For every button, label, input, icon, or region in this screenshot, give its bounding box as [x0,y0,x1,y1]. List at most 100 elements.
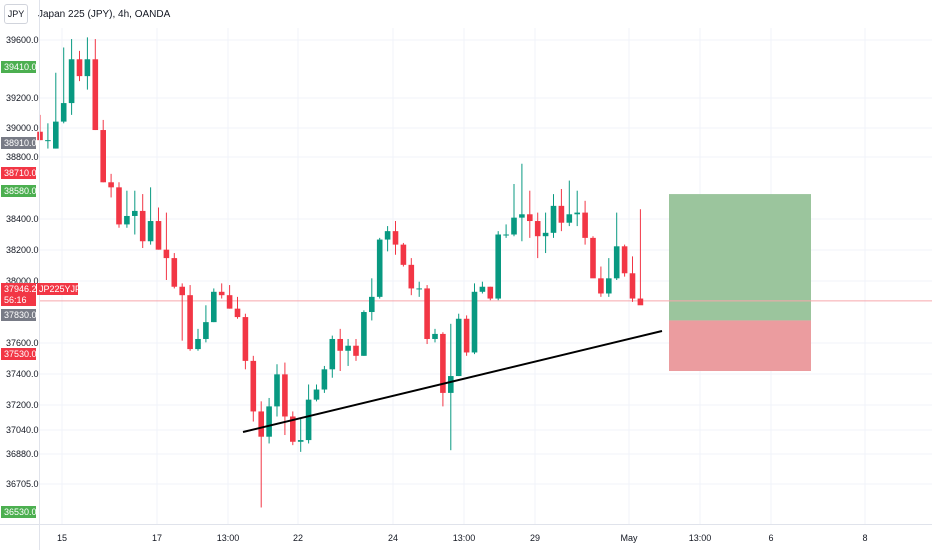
candle-body [124,215,130,225]
candle [416,281,422,297]
candle [203,305,209,343]
candle [527,190,533,238]
y-tick-label: 39200.0 [6,93,39,103]
price-label-text: 38580.0 [4,186,37,196]
candle-body [297,440,304,442]
trendline-layer [242,330,663,433]
candle-body [226,295,233,309]
candle [376,237,383,299]
target-zone [669,194,811,321]
price-label-box [1,185,36,197]
candle [337,328,343,371]
candle [487,286,494,301]
trendline [242,330,663,433]
candle [297,418,304,452]
candle-body [558,205,565,223]
candle-body [448,376,454,393]
candle-body [503,234,509,236]
candle [179,283,185,341]
price-label: 38580.0 [1,185,37,197]
candle [329,335,336,378]
candle-body [155,221,162,250]
price-label-text: 36530.0 [4,507,37,517]
candle-body [440,333,446,393]
candle [369,278,375,321]
candle-body [384,231,391,240]
price-label-text: 37946.2 [4,284,37,294]
candle [629,256,636,302]
candle [511,183,517,237]
price-label-box [1,167,36,179]
candle [590,236,596,279]
position-zones [40,194,932,371]
y-tick-label: 38200.0 [6,245,39,255]
candle [155,207,162,250]
candles [37,37,644,508]
price-label-text: 56:16 [4,295,27,305]
y-tick-label: 37200.0 [6,400,39,410]
candle-body [305,399,312,441]
candle [195,328,201,351]
candle [479,281,486,294]
price-label: 38710.0 [1,167,37,179]
candle [534,212,541,259]
candle [542,212,549,254]
candle-body [519,214,525,218]
y-tick-label: 36705.0 [6,479,39,489]
candle [84,37,91,90]
x-tick-label: 17 [152,533,162,543]
candle [321,365,328,393]
candle-body [471,291,478,353]
candle-body [369,296,375,313]
symbol-badge[interactable]: JPY [4,4,28,24]
candle-body [234,308,241,318]
candle-body [613,246,620,279]
candle [519,163,525,242]
candle-body [76,59,83,77]
candle-body [511,217,517,235]
candle [108,173,114,198]
price-label-box [1,309,36,321]
candle [345,338,351,366]
y-tick-label: 38800.0 [6,152,39,162]
symbol-tag: JP225YJPY [37,283,87,295]
candle [503,224,509,238]
candle [471,283,478,355]
candle [637,209,644,306]
candle [68,39,75,115]
candle [282,362,288,436]
candle [463,315,470,356]
symbol-tag-box [37,283,78,295]
candle [361,310,367,356]
candle-body [582,212,588,238]
candle-body [534,221,541,237]
candle [45,123,51,149]
x-tick-label: 13:00 [453,533,476,543]
candle-body [392,231,399,245]
stop-zone [669,320,811,371]
candle [290,411,296,446]
candle [392,221,399,255]
price-label-box [1,137,36,149]
candle-body [53,121,59,149]
price-label-box [1,61,36,73]
price-label: 39410.0 [1,61,37,73]
candle [139,194,146,248]
candle [455,313,462,377]
candle [258,401,264,508]
candle-body [179,286,185,296]
candle [218,283,225,299]
candle-body [258,411,264,437]
candle [76,50,83,82]
candle [582,200,588,245]
y-tick-label: 37040.0 [6,425,39,435]
candle [566,180,573,227]
candle-body [329,338,336,370]
candle [574,190,580,227]
candle [621,244,628,277]
candle-body [400,244,407,265]
candle-body [147,221,154,242]
candle [266,397,272,444]
time-axis: 15 17 13:00 22 24 13:00 29 May 13:00 6 8 [0,524,932,543]
